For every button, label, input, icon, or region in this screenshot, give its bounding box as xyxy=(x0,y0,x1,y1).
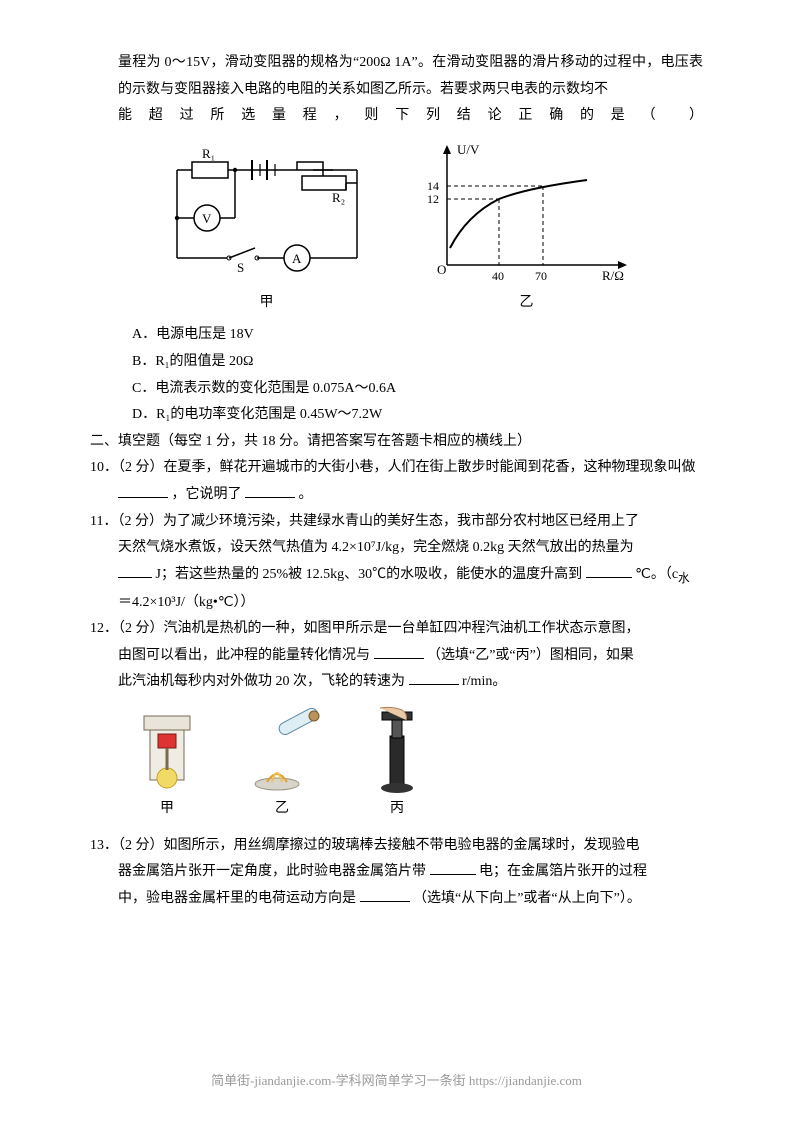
q11-l1: 11．（2 分）为了减少环境污染，共建绿水青山的美好生态，我市部分农村地区已经用… xyxy=(90,509,703,536)
q9-optD: D．R₁的电功率变化范围是 0.45W～7.2W xyxy=(90,402,703,429)
q13-l1: 13．（2 分）如图所示，用丝绸摩擦过的玻璃棒去接触不带电验电器的金属球时，发现… xyxy=(90,833,703,860)
q12-l3a: 此汽油机每秒内对外做功 20 次，飞轮的转速为 xyxy=(118,674,405,689)
label-a: A xyxy=(292,251,302,266)
q12-l2a: 由图可以看出，此冲程的能量转化情况与 xyxy=(118,648,370,663)
q11-l2b: J；若这些热量的 25%被 12.5kg、30℃的水吸收，能使水的温度升高到 xyxy=(156,567,583,582)
q13-blank2[interactable] xyxy=(360,887,410,902)
q12-label-b: 乙 xyxy=(232,796,332,823)
q9-circuit-wrap: R₁ R₂ xyxy=(157,140,377,317)
q9-continuation-2: 能超过所选量程，则下列结论正确的是（ ） xyxy=(90,103,703,130)
q11-blank1[interactable] xyxy=(118,563,152,578)
graph-label: 乙 xyxy=(417,290,637,317)
q9-text-2a: 能超过所选量程，则下列结论正确的是（ xyxy=(118,103,672,130)
q10-lead: 10．（2 分）在夏季，鲜花开遍城市的大街小巷，人们在街上散步时能闻到花香，这种… xyxy=(90,460,696,475)
q9-continuation: 量程为 0～15V，滑动变阻器的规格为“200Ω 1A”。在滑动变阻器的滑片移动… xyxy=(90,50,703,103)
circuit-diagram: R₁ R₂ xyxy=(157,140,377,290)
uv-r-graph: U/V R/Ω O 14 12 40 70 xyxy=(417,140,637,290)
label-v: V xyxy=(202,211,212,226)
q11-blank2[interactable] xyxy=(586,563,632,578)
x70: 70 xyxy=(535,269,547,283)
q13-l2: 器金属箔片张开一定角度，此时验电器金属箔片带 电；在金属箔片张开的过程 xyxy=(90,859,703,886)
q12-blank2[interactable] xyxy=(409,670,459,685)
q13-l2b: 电；在金属箔片张开的过程 xyxy=(479,864,647,879)
section2-heading: 二、填空题（每空 1 分，共 18 分。请把答案写在答题卡相应的横线上） xyxy=(90,429,703,456)
ylabel: U/V xyxy=(457,142,480,157)
label-r2: R₂ xyxy=(332,190,345,205)
q9-optB: B．R₁的阻值是 20Ω xyxy=(90,349,703,376)
q11-l2c: ℃。（c xyxy=(635,567,678,582)
q11-l2a: 天然气烧水煮饭，设天然气热值为 4.2×10⁷J/kg，完全燃烧 0.2kg 天… xyxy=(118,540,634,555)
y12: 12 xyxy=(427,192,439,206)
q10-mid: ，它说明了 xyxy=(172,487,242,502)
q12-blank1[interactable] xyxy=(374,644,424,659)
origin-o: O xyxy=(437,262,446,277)
q12-l3b: r/min。 xyxy=(462,674,506,689)
q12-l1: 12．（2 分）汽油机是热机的一种，如图甲所示是一台单缸四冲程汽油机工作状态示意… xyxy=(90,616,703,643)
q12-label-c: 丙 xyxy=(362,796,432,823)
q10-end: 。 xyxy=(299,487,313,502)
q12-illustrations: 甲 乙 丙 xyxy=(90,706,703,823)
xlabel: R/Ω xyxy=(602,268,624,283)
q10-blank2[interactable] xyxy=(245,483,295,498)
q12-illus-a: 甲 xyxy=(132,706,202,823)
q13-l2a: 器金属箔片张开一定角度，此时验电器金属箔片带 xyxy=(118,864,430,879)
q11-l3: ＝4.2×10³J/（kg•℃）） xyxy=(90,590,703,617)
circuit-label: 甲 xyxy=(157,290,377,317)
tube-heating-icon xyxy=(232,706,332,796)
label-s: S xyxy=(237,260,244,275)
q13-l3a: 中，验电器金属杆里的电荷运动方向是 xyxy=(118,891,360,906)
q10-line2: ，它说明了 。 xyxy=(90,482,703,509)
label-r1: R₁ xyxy=(202,146,215,161)
q11-l2: 天然气烧水煮饭，设天然气热值为 4.2×10⁷J/kg，完全燃烧 0.2kg 天… xyxy=(90,535,703,562)
q13-blank1[interactable] xyxy=(430,860,476,875)
x40: 40 xyxy=(492,269,504,283)
q13-l3b: （选填“从下向上”或者“从上向下”）。 xyxy=(413,891,641,906)
q10-blank1[interactable] xyxy=(118,483,168,498)
q12-illus-b: 乙 xyxy=(232,706,332,823)
q10: 10．（2 分）在夏季，鲜花开遍城市的大街小巷，人们在街上散步时能闻到花香，这种… xyxy=(90,455,703,482)
q12-illus-c: 丙 xyxy=(362,706,432,823)
q12-label-a: 甲 xyxy=(132,796,202,823)
y14: 14 xyxy=(427,179,439,193)
engine-icon xyxy=(132,706,202,796)
q9-optC: C．电流表示数的变化范围是 0.075A～0.6A xyxy=(90,376,703,403)
page-footer: 简单街-jiandanjie.com-学科网简单学习一条街 https://ji… xyxy=(0,1069,793,1094)
q12-l3: 此汽油机每秒内对外做功 20 次，飞轮的转速为 r/min。 xyxy=(90,669,703,696)
q9-text-2b: ） xyxy=(689,103,703,130)
q9-text-1: 量程为 0～15V，滑动变阻器的规格为“200Ω 1A”。在滑动变阻器的滑片移动… xyxy=(118,55,703,97)
q12-l2b: （选填“乙”或“丙”）图相同，如果 xyxy=(427,648,634,663)
pump-icon xyxy=(362,706,432,796)
q13-l3: 中，验电器金属杆里的电荷运动方向是 （选填“从下向上”或者“从上向下”）。 xyxy=(90,886,703,913)
q11-l2b-row: J；若这些热量的 25%被 12.5kg、30℃的水吸收，能使水的温度升高到 ℃… xyxy=(90,562,703,590)
q11-sub: 水 xyxy=(678,572,690,585)
q9-figures: R₁ R₂ xyxy=(90,140,703,317)
q12-l2: 由图可以看出，此冲程的能量转化情况与 （选填“乙”或“丙”）图相同，如果 xyxy=(90,643,703,670)
q9-optA: A．电源电压是 18V xyxy=(90,322,703,349)
q9-graph-wrap: U/V R/Ω O 14 12 40 70 乙 xyxy=(417,140,637,317)
